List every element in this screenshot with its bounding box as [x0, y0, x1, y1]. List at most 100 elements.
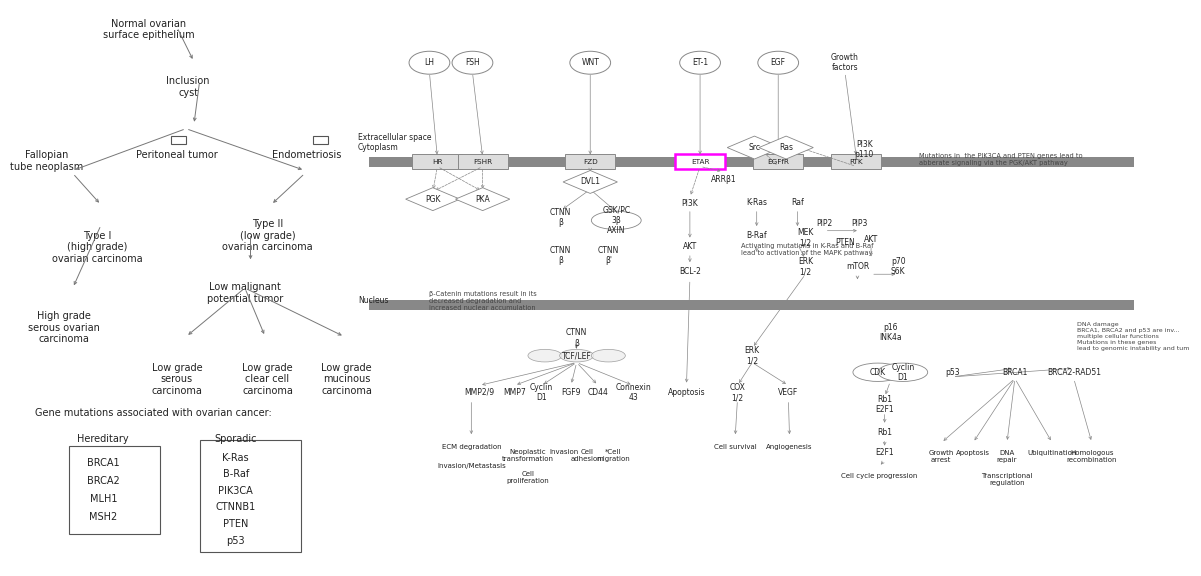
- Text: FSHR: FSHR: [473, 159, 492, 165]
- Text: High grade
serous ovarian
carcinoma: High grade serous ovarian carcinoma: [28, 311, 100, 344]
- Text: ERK
1/2: ERK 1/2: [745, 346, 760, 365]
- Bar: [70, 446, 160, 535]
- Text: Raf: Raf: [791, 198, 803, 207]
- Text: DVL1: DVL1: [580, 177, 600, 187]
- Text: K-Ras: K-Ras: [746, 198, 767, 207]
- Text: Endometriosis: Endometriosis: [273, 150, 342, 161]
- Ellipse shape: [560, 349, 593, 362]
- Text: Apoptosis: Apoptosis: [956, 450, 990, 456]
- Text: Angiogenesis: Angiogenesis: [766, 444, 813, 450]
- Text: Cyclin
D1: Cyclin D1: [530, 382, 554, 402]
- Text: EGF: EGF: [771, 58, 785, 67]
- Text: Hereditary: Hereditary: [78, 434, 130, 444]
- Text: Cell
adhesion: Cell adhesion: [570, 449, 603, 461]
- Text: Transcriptional
regulation: Transcriptional regulation: [981, 472, 1033, 486]
- Text: ET-1: ET-1: [692, 58, 709, 67]
- Text: AKT: AKT: [864, 235, 878, 244]
- Text: DNA
repair: DNA repair: [997, 450, 1017, 463]
- Text: BCL-2: BCL-2: [679, 267, 701, 276]
- Text: ETAR: ETAR: [691, 159, 710, 165]
- Text: MLH1: MLH1: [90, 494, 116, 504]
- Text: CTNN
β': CTNN β': [598, 245, 619, 265]
- Text: VEGF: VEGF: [778, 388, 799, 397]
- Text: BRCA1: BRCA1: [86, 458, 120, 468]
- Polygon shape: [455, 188, 510, 211]
- Text: Src: Src: [748, 143, 760, 152]
- Polygon shape: [759, 136, 813, 159]
- Bar: [831, 154, 882, 169]
- Ellipse shape: [878, 363, 927, 381]
- Text: EGFfR: EGFfR: [767, 159, 789, 165]
- Text: MMP7: MMP7: [503, 388, 526, 397]
- Text: TCF/LEF: TCF/LEF: [562, 351, 592, 360]
- Text: Cell
proliferation: Cell proliferation: [507, 471, 549, 484]
- Text: AKT: AKT: [682, 242, 697, 251]
- Text: PTEN: PTEN: [223, 519, 249, 529]
- Text: Connexin
43: Connexin 43: [615, 382, 651, 402]
- Text: GSK/PC
3β
AXIN: GSK/PC 3β AXIN: [602, 206, 631, 235]
- Text: CTNN
β: CTNN β: [550, 245, 572, 265]
- Text: PI3K: PI3K: [681, 199, 698, 209]
- Polygon shape: [406, 188, 460, 211]
- Text: DNA damage
BRCA1, BRCA2 and p53 are inv...
multiple cellular functions
Mutations: DNA damage BRCA1, BRCA2 and p53 are inv.…: [1077, 323, 1189, 351]
- Text: PI3K
p110: PI3K p110: [855, 139, 874, 159]
- Ellipse shape: [758, 51, 799, 74]
- Text: B-Raf: B-Raf: [746, 231, 767, 240]
- Text: p53: p53: [227, 536, 245, 545]
- Text: Rb1
E2F1: Rb1 E2F1: [876, 395, 894, 414]
- Text: Ras: Ras: [779, 143, 793, 152]
- Text: CTNN
β: CTNN β: [566, 328, 587, 347]
- Bar: [412, 154, 462, 169]
- Text: Ubiquitination: Ubiquitination: [1028, 450, 1077, 456]
- Text: E2F1: E2F1: [876, 448, 894, 457]
- Bar: [566, 154, 615, 169]
- Bar: [312, 136, 328, 143]
- Text: Activating mutations in K-Ras and B-Raf
lead to activation of the MAPK pathway: Activating mutations in K-Ras and B-Raf …: [741, 243, 873, 256]
- Text: CD44: CD44: [587, 388, 609, 397]
- Text: Nucleus: Nucleus: [358, 296, 389, 305]
- Text: β-Catenin mutations result in its
decreased degradation and
increased nuclear ac: β-Catenin mutations result in its decrea…: [430, 291, 537, 311]
- Text: Growth
arrest: Growth arrest: [928, 450, 954, 463]
- Text: Cytoplasm: Cytoplasm: [358, 143, 399, 152]
- Bar: [458, 154, 508, 169]
- Text: WNT: WNT: [581, 58, 599, 67]
- Ellipse shape: [452, 51, 492, 74]
- Text: Low grade
serous
carcinoma: Low grade serous carcinoma: [151, 362, 202, 396]
- Text: K-Ras: K-Ras: [222, 453, 249, 463]
- Text: ERK
1/2: ERK 1/2: [797, 257, 813, 276]
- Text: MMP2/9: MMP2/9: [465, 388, 495, 397]
- Ellipse shape: [410, 51, 450, 74]
- Text: p16
INK4a: p16 INK4a: [879, 323, 902, 342]
- Text: CTNN
β: CTNN β: [550, 208, 572, 227]
- Text: Invasion: Invasion: [550, 449, 579, 454]
- Text: FSH: FSH: [465, 58, 480, 67]
- Bar: [370, 300, 1184, 310]
- Bar: [675, 154, 725, 169]
- Text: MSH2: MSH2: [89, 511, 118, 521]
- Text: Peritoneal tumor: Peritoneal tumor: [136, 150, 217, 161]
- Text: Cell survival: Cell survival: [713, 444, 757, 450]
- Ellipse shape: [591, 211, 641, 229]
- Text: Neoplastic
transformation: Neoplastic transformation: [502, 449, 554, 461]
- Text: PIK3CA: PIK3CA: [219, 486, 253, 496]
- Text: BRCA2: BRCA2: [86, 476, 120, 486]
- Text: Sporadic: Sporadic: [215, 434, 257, 444]
- Text: BRCA2-RAD51: BRCA2-RAD51: [1047, 367, 1101, 377]
- Text: Type I
(high grade)
ovarian carcinoma: Type I (high grade) ovarian carcinoma: [53, 230, 143, 264]
- Text: Cell cycle progression: Cell cycle progression: [841, 472, 918, 479]
- Text: p70
S6K: p70 S6K: [891, 257, 906, 276]
- Text: B-Raf: B-Raf: [222, 469, 249, 479]
- Text: COX
1/2: COX 1/2: [729, 382, 746, 402]
- Text: mTOR: mTOR: [846, 262, 870, 271]
- Ellipse shape: [680, 51, 721, 74]
- Bar: [753, 154, 803, 169]
- Text: Rb1: Rb1: [877, 428, 892, 437]
- Text: p53: p53: [945, 367, 960, 377]
- Bar: [199, 440, 301, 552]
- Text: ECM degradation: ECM degradation: [442, 444, 501, 450]
- Text: PIP3: PIP3: [852, 219, 868, 228]
- Text: MEK
1/2: MEK 1/2: [797, 228, 813, 247]
- Text: FZD: FZD: [582, 159, 598, 165]
- Text: Homologous
recombination: Homologous recombination: [1066, 450, 1117, 463]
- Text: Mutations in  the PIK3CA and PTEN genes lead to
abberate signaling via the PGK/A: Mutations in the PIK3CA and PTEN genes l…: [919, 153, 1082, 166]
